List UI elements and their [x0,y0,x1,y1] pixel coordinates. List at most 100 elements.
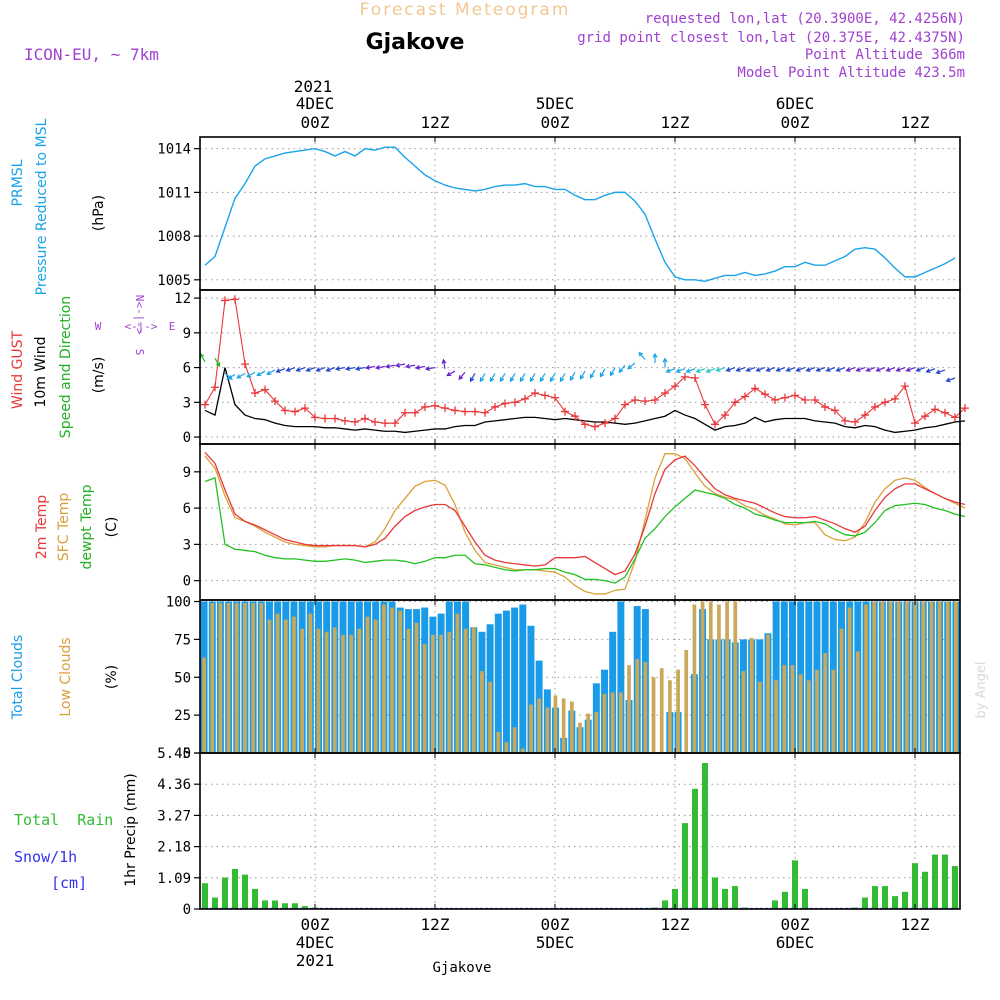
model-altitude: Model Point Altitude 423.5m [737,65,965,81]
wind-direction-arrow [715,367,726,372]
bottom-time-label: 00Z [781,915,810,934]
low-cloud-bar [406,628,411,753]
wind-direction-arrow [662,357,668,368]
y-tick-label: 0 [183,574,191,590]
low-cloud-bar [529,704,533,753]
low-cloud-bar [586,713,591,753]
gust-point-marker [511,398,519,407]
rain-bar [882,886,888,909]
low-cloud-bar [806,680,811,753]
rain-bar [272,900,278,909]
y-tick-label: 1.09 [157,871,191,887]
temp-ylabel-3: dewpt Temp [79,484,95,569]
sfc-temp-series-line [204,453,966,595]
compass-mid: <-|-> [124,320,157,333]
rain-bar [702,763,708,909]
location-title: Gjakove [366,30,465,55]
wind-direction-arrow [855,367,866,372]
wind-direction-arrow [775,367,786,372]
gust-point-marker [701,400,709,409]
low-cloud-bar [896,601,901,753]
low-cloud-bar [341,634,345,753]
wind-ylabel-1: Wind GUST [10,330,26,409]
top-time-label: 12Z [421,113,450,132]
pressure-ylabel: PRMSL Pressure Reduced to MSL (hPa) [10,118,107,295]
total-cloud-bar [494,613,502,753]
gust-point-marker [711,420,719,429]
wind-direction-arrow [735,367,746,372]
y-tick-label: 0 [183,902,191,918]
bottom-time-label: 4DEC [296,933,335,952]
wind-direction-arrow [685,368,696,374]
total-cloud-bar [519,604,527,753]
low-cloud-bar [308,613,313,753]
plot-layer: 1005 1008 1011 1014 0 3 6 9 12 0 3 6 9 0 25 50 75 100 0 1.0… [157,94,969,970]
rain-bar [862,897,868,909]
low-cloud-bar [627,665,631,753]
title-top: Forecast Meteogram [360,0,571,20]
low-cloud-bar [929,601,934,753]
wind-direction-arrow [344,366,356,371]
wind-compass: N <-|-> S W <-|-> E [95,295,176,356]
wind-direction-arrow [905,367,916,372]
wind-direction-arrow [935,369,946,375]
top-year: 2021 [294,77,333,96]
wind-direction-arrow [446,370,456,377]
rain-bar [712,877,718,909]
top-time-label: 00Z [781,113,810,132]
wind-direction-arrow [334,366,346,371]
y-tick-label: 3 [183,537,191,553]
rain-bar [222,877,228,909]
wind-direction-arrow [665,368,676,374]
low-cloud-bar [668,680,672,753]
low-cloud-bar [275,613,280,753]
wind-direction-arrow [364,365,376,370]
point-altitude: Point Altitude 366m [805,47,965,63]
bottom-time-label: 00Z [301,915,330,934]
temp-ylabel: 2m Temp SFC Temp dewpt Temp (C) [34,484,120,569]
gust-point-marker [671,382,679,391]
rain-bar [952,866,958,909]
clouds-ylabel: Total Clouds Low Clouds (%) [10,635,120,720]
low-cloud-bar [520,748,525,753]
precip-snow-label: Snow/1h [14,848,77,866]
low-cloud-bar [602,693,607,753]
low-cloud-bar [439,634,443,753]
temp-ylabel-2: SFC Temp [56,493,72,562]
low-cloud-bar [717,604,721,753]
low-cloud-bar [815,669,819,753]
wind-direction-arrow [256,370,266,377]
wind-direction-arrow [652,352,658,363]
bottom-time-label: 12Z [661,915,690,934]
wind-direction-arrow [695,368,706,374]
y-tick-label: 0 [183,430,191,446]
wind-direction-arrow [285,367,296,372]
low-cloud-bar [210,603,215,753]
low-cloud-bar [831,669,836,753]
low-cloud-bar [782,665,787,753]
gust-point-marker [631,396,639,404]
dewpt-series-line [204,476,966,584]
y-tick-label: 100 [166,595,191,611]
gust-point-marker [541,391,549,400]
low-cloud-bar [357,628,362,753]
gust-point-marker [621,400,629,409]
low-cloud-bar [749,637,754,753]
wind-direction-arrow [424,366,436,371]
gust-point-marker [251,389,259,398]
wind-direction-arrow [795,367,806,372]
wind-direction-arrow [549,373,556,383]
gridpoint-coords: grid point closest lon,lat (20.375E, 42.… [577,30,965,46]
wind-direction-arrow [519,373,526,383]
gust-point-marker [271,397,279,406]
wind-direction-arrow [509,373,516,383]
wind-direction-arrow [885,367,896,372]
low-cloud-bar [913,601,917,753]
gust-point-marker [401,408,409,417]
gust-point-marker [551,393,559,402]
wind-direction-arrow [499,373,506,383]
gust-point-marker [481,408,489,417]
precip-rain-label: Total Rain [14,811,113,829]
gust-point-marker [851,418,859,426]
